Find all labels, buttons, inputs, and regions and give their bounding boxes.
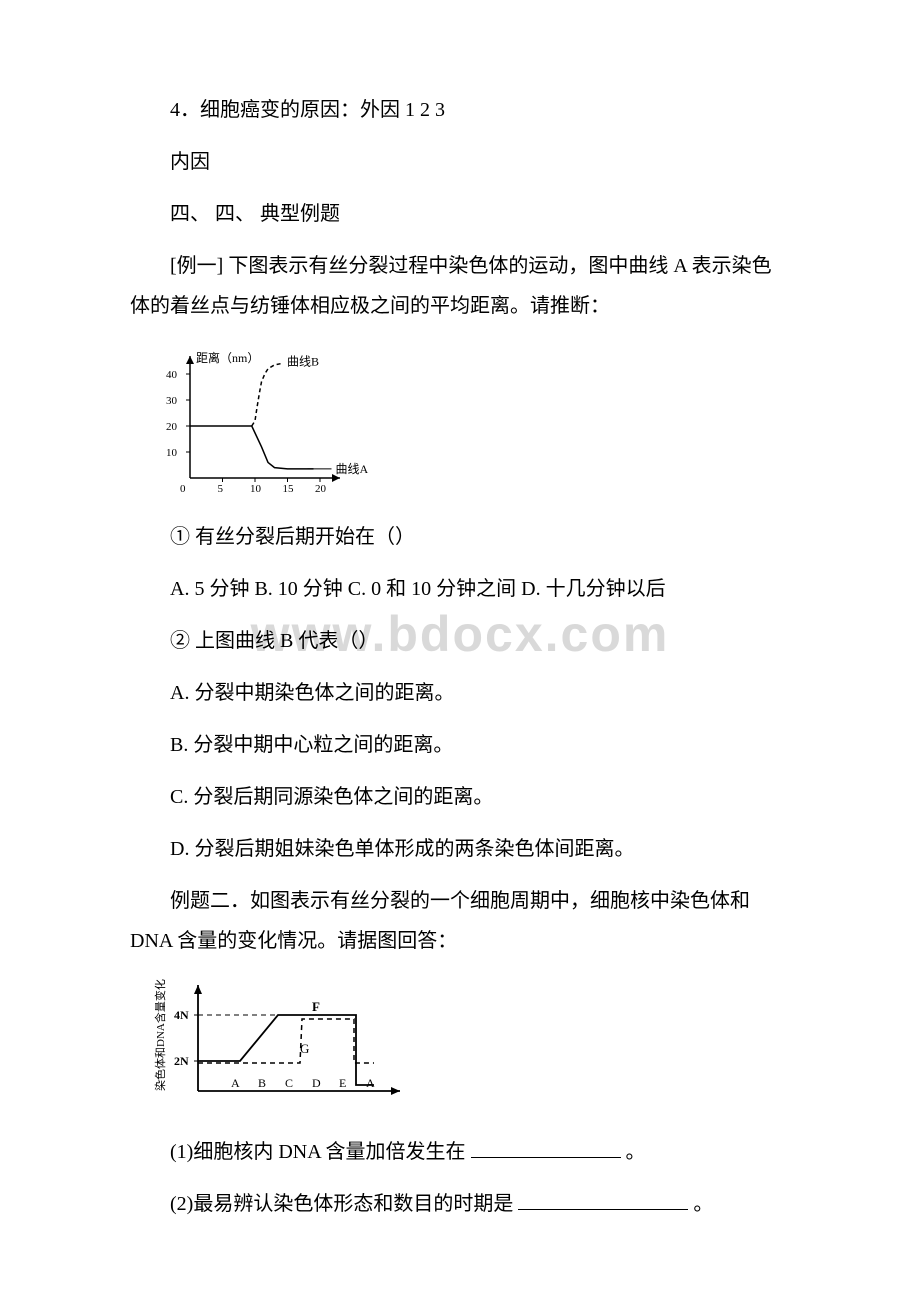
svg-text:5: 5 xyxy=(218,483,224,495)
svg-text:15: 15 xyxy=(283,483,295,495)
svg-text:30: 30 xyxy=(166,395,178,407)
figure-2: 2N 4N A B C D E A F G 染色体和DNA含量变化 xyxy=(130,973,790,1118)
ex2-q2-tail: 。 xyxy=(693,1193,713,1215)
q2-opt-c: C. 分裂后期同源染色体之间的距离。 xyxy=(130,777,790,817)
svg-text:D: D xyxy=(312,1076,321,1090)
blank-2 xyxy=(518,1189,688,1210)
q2-opt-a: A. 分裂中期染色体之间的距离。 xyxy=(130,673,790,713)
svg-text:G: G xyxy=(300,1041,309,1056)
q1-options: A. 5 分钟 B. 10 分钟 C. 0 和 10 分钟之间 D. 十几分钟以… xyxy=(130,569,790,609)
q1: ① 有丝分裂后期开始在（） xyxy=(130,517,790,557)
figure-2-svg: 2N 4N A B C D E A F G 染色体和DNA含量变化 xyxy=(150,973,410,1113)
example2-stem: 例题二．如图表示有丝分裂的一个细胞周期中，细胞核中染色体和 DNA 含量的变化情… xyxy=(130,881,790,961)
svg-text:10: 10 xyxy=(166,447,178,459)
figure-1: 距离（nm） 5 10 15 20 0 10 20 30 40 曲线A 曲线B xyxy=(130,338,790,503)
figure-1-svg: 距离（nm） 5 10 15 20 0 10 20 30 40 曲线A 曲线B xyxy=(150,338,380,498)
svg-text:C: C xyxy=(285,1076,293,1090)
svg-text:F: F xyxy=(312,999,320,1014)
ex2-q2-text: (2)最易辨认染色体形态和数目的时期是 xyxy=(170,1193,513,1215)
ex2-q1: (1)细胞核内 DNA 含量加倍发生在 。 xyxy=(130,1132,790,1172)
svg-text:4N: 4N xyxy=(174,1008,189,1022)
ex2-q2: (2)最易辨认染色体形态和数目的时期是 。 xyxy=(130,1184,790,1224)
svg-text:2N: 2N xyxy=(174,1054,189,1068)
svg-text:20: 20 xyxy=(315,483,327,495)
svg-text:E: E xyxy=(339,1076,346,1090)
ex2-q1-tail: 。 xyxy=(626,1141,646,1163)
q2-opt-b: B. 分裂中期中心粒之间的距离。 xyxy=(130,725,790,765)
svg-text:40: 40 xyxy=(166,369,178,381)
blank-1 xyxy=(471,1137,621,1158)
svg-text:20: 20 xyxy=(166,421,178,433)
section-heading: 四、 四、 典型例题 xyxy=(130,194,790,234)
svg-text:距离（nm）: 距离（nm） xyxy=(196,350,259,365)
svg-text:染色体和DNA含量变化: 染色体和DNA含量变化 xyxy=(153,979,167,1091)
para-cause-outer: 4．细胞癌变的原因：外因 1 2 3 xyxy=(130,90,790,130)
ex2-q1-text: (1)细胞核内 DNA 含量加倍发生在 xyxy=(170,1141,466,1163)
svg-text:0: 0 xyxy=(180,483,186,495)
svg-text:10: 10 xyxy=(250,483,262,495)
svg-text:曲线B: 曲线B xyxy=(287,355,319,369)
svg-text:B: B xyxy=(258,1076,266,1090)
svg-text:A: A xyxy=(231,1076,240,1090)
q2-opt-d: D. 分裂后期姐妹染色单体形成的两条染色体间距离。 xyxy=(130,829,790,869)
q2: ② 上图曲线 B 代表（） xyxy=(130,621,790,661)
example1-stem: [例一] 下图表示有丝分裂过程中染色体的运动，图中曲线 A 表示染色体的着丝点与… xyxy=(130,246,790,326)
svg-text:A: A xyxy=(366,1076,375,1090)
para-cause-inner: 内因 xyxy=(130,142,790,182)
svg-text:曲线A: 曲线A xyxy=(336,462,369,476)
